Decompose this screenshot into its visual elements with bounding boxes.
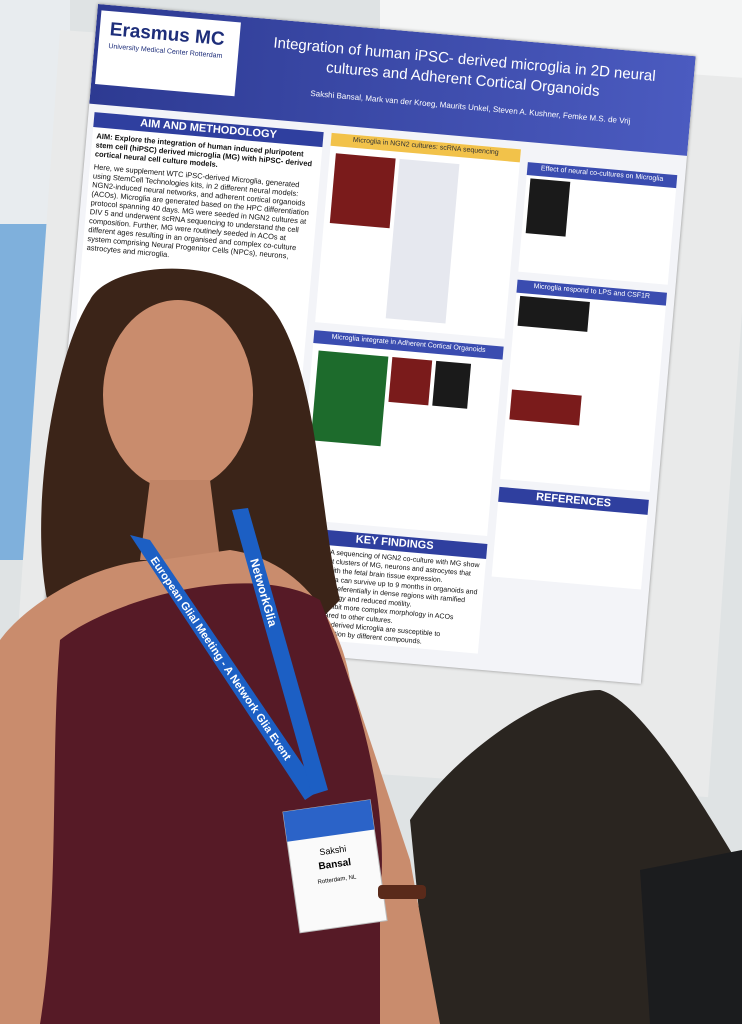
badge-header (283, 799, 375, 842)
name-badge: Sakshi Bansal Rotterdam, NL (282, 799, 388, 934)
neck (140, 480, 220, 560)
badge-first-name: Sakshi (319, 844, 347, 858)
face (103, 300, 253, 490)
lanyard-strap (232, 508, 328, 795)
bag (640, 850, 742, 1024)
badge-location: Rotterdam, NL (317, 874, 357, 885)
badge-last-name: Bansal (318, 857, 352, 872)
watch (378, 885, 426, 899)
lanyard-strap (130, 535, 320, 800)
